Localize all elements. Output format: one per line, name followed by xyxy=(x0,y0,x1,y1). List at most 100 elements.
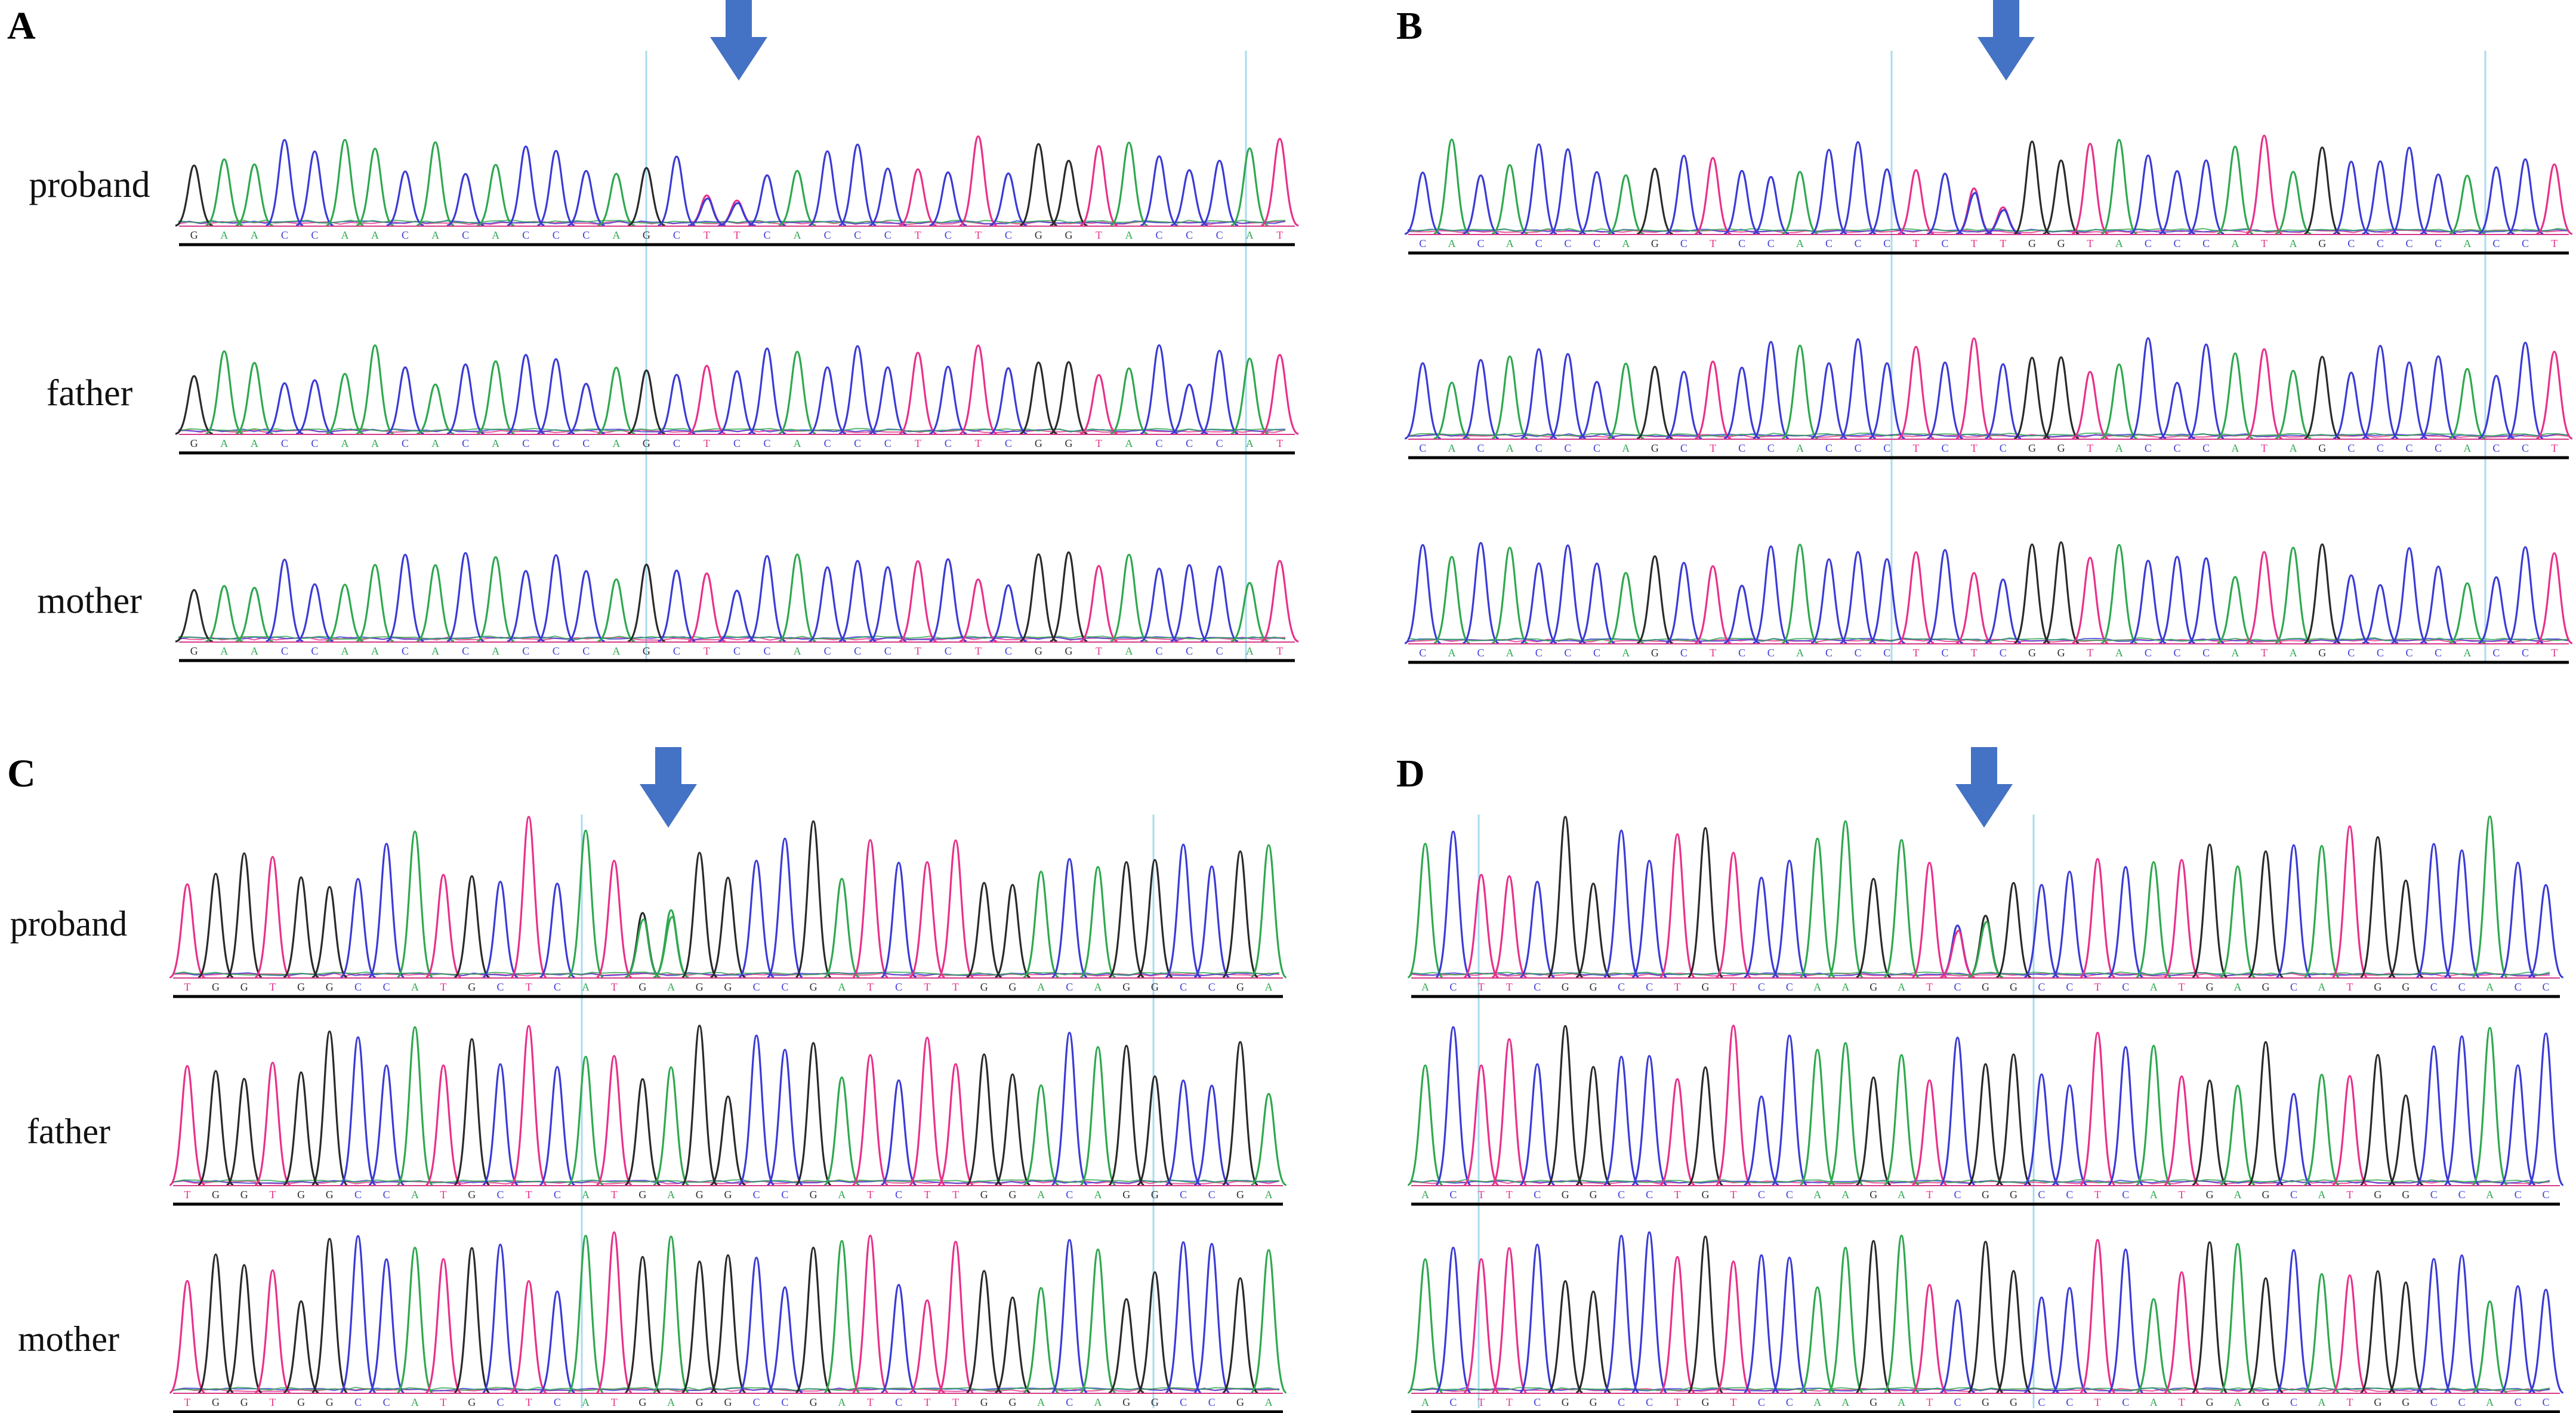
het-peak-C xyxy=(718,202,756,227)
base-call: C xyxy=(2000,442,2007,454)
base-call: C xyxy=(1883,237,1890,249)
peak-A xyxy=(2472,1300,2508,1394)
base-call: G xyxy=(1035,645,1042,657)
peak-C xyxy=(2444,1254,2480,1394)
peak-C xyxy=(446,552,485,643)
peak-G xyxy=(965,1053,1002,1186)
peak-A xyxy=(416,383,455,435)
peak-C xyxy=(2158,381,2196,440)
peak-T xyxy=(2535,350,2573,440)
base-call: C xyxy=(1535,442,1542,454)
peak-C xyxy=(2276,1093,2312,1186)
peak-C xyxy=(1170,564,1209,643)
base-call: T xyxy=(2261,237,2268,249)
peak-C xyxy=(1939,924,1976,979)
base-call: C xyxy=(764,437,771,449)
peak-G xyxy=(2043,356,2080,440)
peak-A xyxy=(1023,1286,1059,1394)
peak-C xyxy=(295,379,334,435)
peak-C xyxy=(1404,362,1442,440)
peak-T xyxy=(2071,143,2109,235)
base-call: T xyxy=(704,229,710,241)
peak-T xyxy=(1898,551,1935,644)
peak-C xyxy=(1051,1239,1088,1394)
peak-C xyxy=(2051,871,2088,979)
peak-G xyxy=(1575,1290,1612,1394)
peak-T xyxy=(1659,1255,1696,1394)
base-call: C xyxy=(2038,981,2045,993)
base-call: C xyxy=(2038,1396,2045,1408)
base-call: C xyxy=(1477,647,1485,659)
base-call: G xyxy=(297,1189,305,1201)
peak-C xyxy=(989,172,1028,227)
peak-T xyxy=(2164,859,2200,979)
peak-A xyxy=(653,909,689,979)
base-call: C xyxy=(1767,237,1775,249)
base-call: A xyxy=(2463,647,2471,659)
base-call: C xyxy=(554,1396,561,1408)
base-call: C xyxy=(383,1189,390,1201)
peak-G xyxy=(2043,541,2080,644)
base-call: T xyxy=(269,1189,276,1201)
peak-C xyxy=(748,347,786,435)
peak-A xyxy=(1799,1286,1835,1394)
base-call: C xyxy=(753,1396,760,1408)
base-call: G xyxy=(1590,1396,1597,1408)
base-call: T xyxy=(2261,647,2268,659)
base-call: C xyxy=(2435,237,2442,249)
peak-C xyxy=(536,554,575,643)
peak-C xyxy=(539,1290,576,1394)
peak-C xyxy=(767,1286,803,1394)
peak-T xyxy=(2079,1032,2116,1186)
base-call: G xyxy=(1151,1189,1159,1201)
peak-G xyxy=(627,563,666,643)
panel-d: D A C T T C G G C C T G T C C A A G A T C G G C C T C A T G A G C A T G G C C A… xyxy=(1396,747,2565,1413)
peak-C xyxy=(838,345,877,435)
peak-C xyxy=(386,170,424,227)
base-call: G xyxy=(1982,981,1989,993)
base-call: G xyxy=(2206,981,2214,993)
peak-G xyxy=(1019,361,1058,435)
peak-T xyxy=(425,1064,462,1186)
base-call: A xyxy=(2234,1189,2242,1201)
base-call: T xyxy=(1276,437,1283,449)
base-call: T xyxy=(2087,442,2093,454)
peak-C xyxy=(748,555,786,643)
peak-A xyxy=(1491,164,1528,235)
base-call: T xyxy=(1730,1189,1736,1201)
base-call: A xyxy=(2115,237,2123,249)
peak-A xyxy=(1110,367,1148,435)
peak-C xyxy=(2158,170,2196,235)
base-call: A xyxy=(1506,647,1514,659)
base-call: C xyxy=(854,437,861,449)
base-call: G xyxy=(1982,1396,1989,1408)
base-call: C xyxy=(1680,442,1687,454)
peak-C xyxy=(266,382,304,435)
peak-C xyxy=(1939,1299,1976,1394)
peak-A xyxy=(2100,138,2138,235)
base-call: T xyxy=(1674,981,1681,993)
base-call: A xyxy=(1796,647,1804,659)
peak-T xyxy=(1079,374,1118,435)
track-2: mother T G G T G G C C A T G C T C A T G A G G C C G A T C T T G G A C A G… xyxy=(18,1231,1287,1413)
peak-T xyxy=(1715,851,1751,979)
sample-label: mother xyxy=(18,1319,119,1359)
peak-C xyxy=(1752,545,1790,644)
peak-A xyxy=(2449,368,2486,440)
base-call: C xyxy=(383,1396,390,1408)
base-call: A xyxy=(1421,1189,1429,1201)
base-call: T xyxy=(1096,645,1102,657)
peak-T xyxy=(1694,360,1732,440)
peak-G xyxy=(311,1238,348,1394)
base-call: C xyxy=(673,437,680,449)
base-call: C xyxy=(2435,647,2442,659)
base-call: A xyxy=(1506,237,1514,249)
base-call: T xyxy=(704,437,710,449)
peak-A xyxy=(1250,1093,1287,1186)
peak-G xyxy=(1855,878,1892,979)
base-call: C xyxy=(1758,1396,1765,1408)
peak-G xyxy=(965,882,1002,979)
base-call: T xyxy=(1971,647,1977,659)
base-call: T xyxy=(1926,1396,1933,1408)
